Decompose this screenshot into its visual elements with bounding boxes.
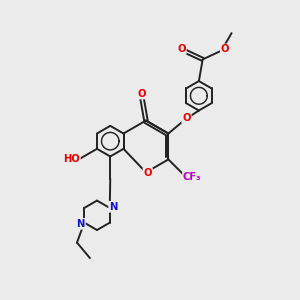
Text: O: O — [143, 168, 152, 178]
Text: O: O — [138, 88, 146, 98]
Text: CF₃: CF₃ — [183, 172, 202, 182]
Text: HO: HO — [63, 154, 80, 164]
Text: N: N — [109, 202, 118, 212]
Text: N: N — [76, 219, 85, 229]
Text: O: O — [177, 44, 186, 54]
Text: O: O — [182, 113, 191, 123]
Text: O: O — [221, 44, 229, 54]
